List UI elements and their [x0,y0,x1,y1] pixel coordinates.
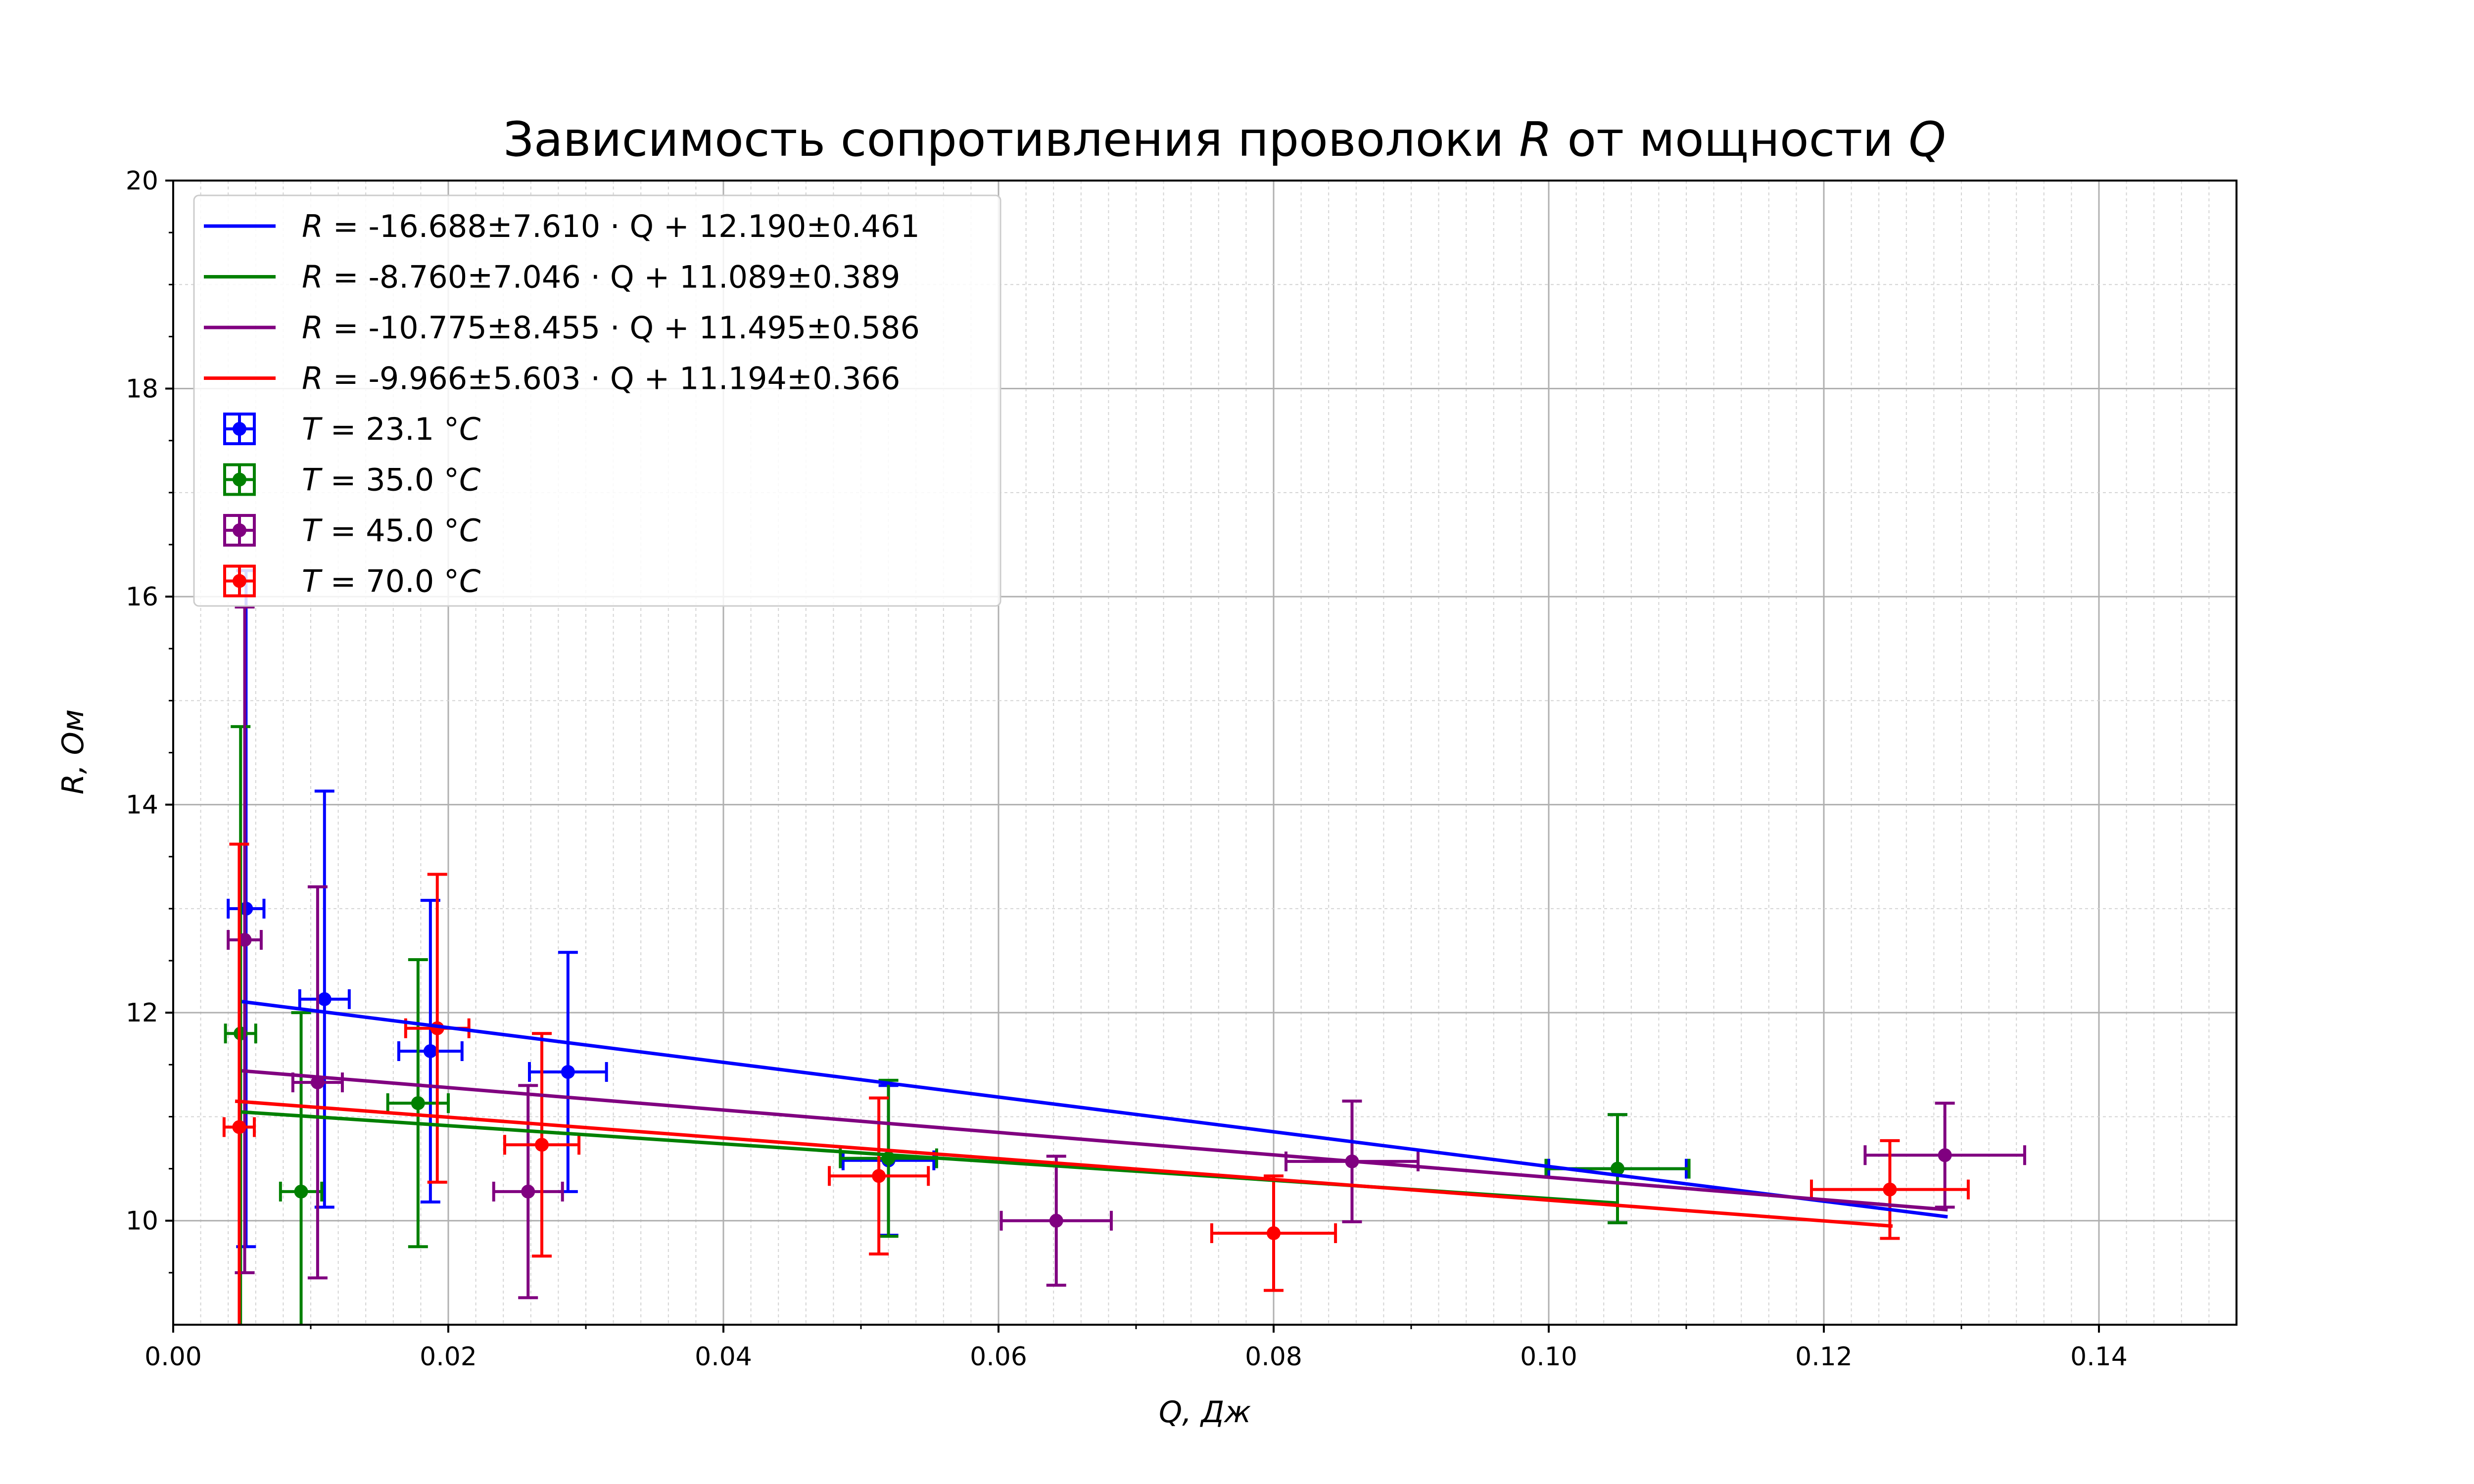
legend-label: R = -8.760±7.046 · Q + 11.089±0.389 [302,259,900,295]
legend-label: T = 35.0 °C [302,462,481,498]
legend-marker-frame [223,564,256,598]
x-tick-label: 0.04 [695,1342,752,1372]
data-point [1267,1226,1281,1240]
legend-label: T = 70.0 °C [302,563,481,600]
y-tick-label: 14 [126,790,158,820]
data-point [561,1065,575,1079]
plot-area [222,569,2026,1325]
y-tick-label: 10 [126,1206,158,1236]
plot-content [222,569,2026,1325]
x-tick-label: 0.10 [1520,1342,1577,1372]
x-tick-label: 0.02 [420,1342,477,1372]
legend-label: T = 23.1 °C [302,411,481,447]
data-point [317,992,332,1006]
x-tick-label: 0.00 [144,1342,202,1372]
fit-line [235,1099,1893,1228]
data-point [423,1044,437,1058]
legend-box [193,194,1001,607]
legend-marker-frame [223,514,256,547]
legend-marker-frame [223,463,256,496]
chart-title: Зависимость сопротивления проволоки R от… [503,112,1946,167]
legend-marker-point [233,523,246,537]
y-axis-title: R, Ом [56,709,91,794]
legend: R = -16.688±7.610 · Q + 12.190±0.461 R = … [193,194,1001,607]
legend-marker-point [233,472,246,487]
y-tick-label: 18 [126,374,158,404]
x-tick-label: 0.12 [1795,1342,1853,1372]
fit-line [241,1069,1948,1212]
data-point [294,1184,308,1199]
series-T = 45.0 °C [227,605,2026,1299]
axes: 0.00 0.02 0.04 0.06 0.08 0.10 0.12 0.14 10 12 14 16… [126,166,2128,1372]
fit-line [241,1000,1948,1219]
y-tick-label: 16 [126,582,158,612]
data-point [872,1169,886,1183]
y-tick-label: 20 [126,166,158,196]
legend-label: R = -16.688±7.610 · Q + 12.190±0.461 [302,208,920,244]
legend-marker-point [233,574,246,588]
data-point [1611,1161,1624,1176]
x-tick-label: 0.08 [1245,1342,1302,1372]
legend-label: R = -9.966±5.603 · Q + 11.194±0.366 [302,361,900,397]
legend-label: R = -10.775±8.455 · Q + 11.495±0.586 [302,310,920,346]
data-point [1883,1182,1897,1197]
data-point [521,1184,535,1199]
data-point [411,1096,425,1111]
data-point [232,1120,246,1134]
x-tick-label: 0.14 [2070,1342,2128,1372]
x-axis-title: Q, Дж [1159,1395,1251,1430]
data-point [1049,1213,1063,1228]
y-tick-label: 12 [126,998,158,1028]
legend-label: T = 45.0 °C [302,512,481,549]
x-tick-label: 0.06 [970,1342,1027,1372]
data-point [1938,1148,1952,1162]
data-point [238,932,252,947]
legend-marker-point [233,422,246,436]
legend-marker-frame [223,413,256,445]
data-point [535,1138,549,1152]
